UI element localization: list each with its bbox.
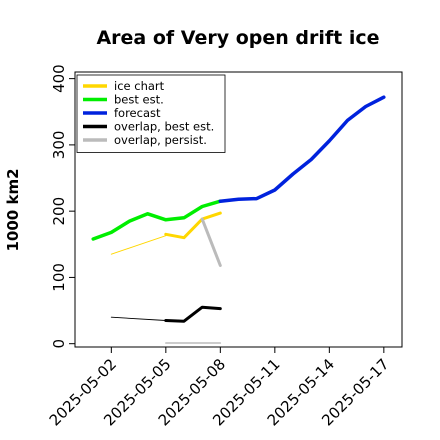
series-line-1-0 [91,199,223,241]
y-axis-label: 1000 km2 [4,168,22,251]
chart-title: Area of Very open drift ice [96,27,379,49]
legend-label-4: overlap, persist. [114,133,207,147]
y-tick-label-100: 100 [50,263,68,292]
series-line-3-0 [110,316,167,321]
series-line-0-0 [110,235,167,255]
y-tick-label-200: 200 [50,197,68,226]
series-line-0-1 [164,211,222,240]
y-tick-label-300: 300 [50,131,68,160]
series-line-3-1 [164,305,222,323]
legend-label-1: best est. [114,93,164,107]
plot-frame [74,71,403,348]
legend-label-0: ice chart [114,79,165,93]
plot-area [91,95,386,344]
legend-label-3: overlap, best est. [114,120,214,134]
series-line-4-1 [200,217,222,267]
y-tick-label-0: 0 [50,339,68,349]
y-tick-label-400: 400 [50,64,68,93]
legend-label-2: forecast [114,106,161,120]
series-line-2-0 [218,95,386,203]
